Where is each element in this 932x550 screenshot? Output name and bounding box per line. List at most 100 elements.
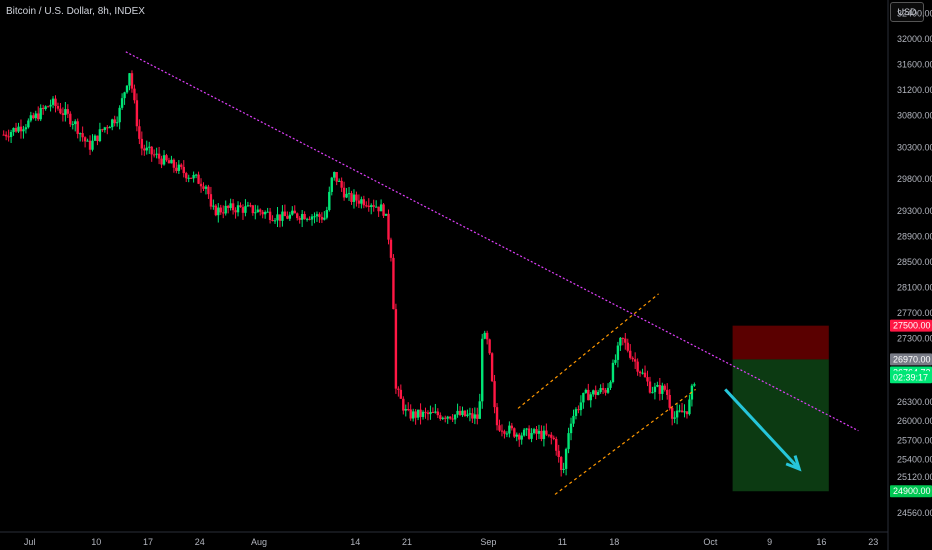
candle-body: [584, 389, 588, 393]
candle-body: [522, 429, 526, 436]
candle-body: [372, 205, 375, 207]
candle-body: [310, 216, 314, 220]
candle-body: [140, 138, 144, 149]
candle-body: [648, 381, 652, 393]
candle-body: [670, 407, 674, 419]
candle-body: [155, 153, 158, 155]
candle-body: [611, 362, 615, 383]
candle-body: [347, 193, 351, 195]
candle-body: [108, 127, 111, 129]
candle-body: [604, 389, 607, 393]
candle-body: [101, 129, 104, 131]
candle-body: [333, 172, 336, 178]
candle-body: [291, 210, 294, 215]
candle-body: [148, 146, 151, 148]
candle-body: [683, 411, 686, 413]
candle-body: [599, 388, 602, 392]
candle-body: [633, 359, 637, 362]
candle-body: [56, 106, 60, 109]
candle-body: [392, 257, 395, 310]
candle-body: [54, 98, 57, 107]
candle-body: [357, 200, 361, 204]
candle-body: [500, 430, 504, 432]
candle-body: [678, 410, 681, 412]
candle-body: [217, 207, 220, 216]
candle-body: [592, 390, 595, 395]
candle-body: [328, 191, 331, 211]
price-tag: [890, 353, 932, 366]
candle-body: [562, 468, 565, 470]
candle-body: [414, 411, 417, 418]
candle-body: [170, 159, 173, 164]
candle-body: [377, 206, 380, 212]
candle-body: [352, 194, 356, 202]
candle-body: [574, 409, 578, 416]
candle-body: [207, 186, 210, 195]
candle-body: [673, 417, 676, 419]
time-tick-label: Sep: [480, 537, 496, 547]
price-tick-label: 32400.00: [897, 9, 932, 19]
price-tag: [890, 319, 932, 332]
candle-body: [550, 434, 553, 438]
candle-body: [236, 205, 240, 213]
candle-body: [365, 205, 368, 207]
candle-body: [518, 434, 521, 440]
candle-body: [547, 434, 551, 436]
candle-body: [212, 205, 215, 207]
candle-body: [298, 218, 301, 220]
candle-body: [246, 205, 250, 207]
candle-body: [318, 214, 321, 217]
candle-body: [69, 113, 72, 125]
candle-body: [636, 361, 639, 372]
candle-body: [596, 391, 600, 395]
price-tick-label: 30300.00: [897, 142, 932, 152]
candle-body: [458, 410, 462, 416]
candle-body: [559, 457, 563, 470]
price-tick-label: 26300.00: [897, 397, 932, 407]
candle-body: [441, 417, 444, 419]
candle-body: [254, 212, 257, 214]
candle-body: [202, 186, 205, 189]
candle-body: [545, 430, 548, 435]
candle-body: [51, 98, 55, 105]
price-tag-label: 27500.00: [893, 321, 931, 331]
price-tag-label: 24900.00: [893, 486, 931, 496]
stop-loss-zone: [732, 325, 829, 360]
candle-body: [263, 212, 267, 215]
candle-body: [167, 160, 171, 164]
candle-body: [535, 429, 538, 434]
candle-body: [666, 389, 669, 395]
candle-body: [680, 410, 684, 413]
candle-body: [384, 213, 388, 216]
candle-body: [643, 372, 647, 378]
candle-body: [256, 209, 259, 213]
time-tick-label: 14: [350, 537, 360, 547]
candle-body: [337, 180, 341, 182]
candle-body: [446, 416, 449, 419]
candle-body: [493, 381, 496, 408]
currency-button[interactable]: USD: [890, 2, 924, 22]
candle-body: [41, 107, 45, 110]
candle-body: [582, 392, 585, 403]
candle-body: [485, 332, 489, 340]
candle-body: [64, 109, 67, 115]
candle-body: [273, 220, 277, 222]
candle-body: [165, 155, 168, 161]
candle-body: [29, 115, 33, 121]
candle-body: [503, 431, 506, 434]
price-tag: [890, 371, 932, 384]
candle-body: [641, 372, 644, 374]
candle-body: [224, 205, 227, 214]
candle-body: [187, 177, 190, 179]
candle-body: [46, 106, 50, 108]
time-tick-label: Jul: [24, 537, 36, 547]
candle-body: [510, 425, 514, 429]
candle-body: [17, 126, 20, 132]
candle-body: [133, 88, 136, 101]
candle-body: [320, 216, 324, 220]
candle-body: [439, 415, 442, 419]
candle-body: [389, 239, 393, 258]
candle-body: [74, 121, 77, 125]
candle-body: [199, 183, 203, 187]
